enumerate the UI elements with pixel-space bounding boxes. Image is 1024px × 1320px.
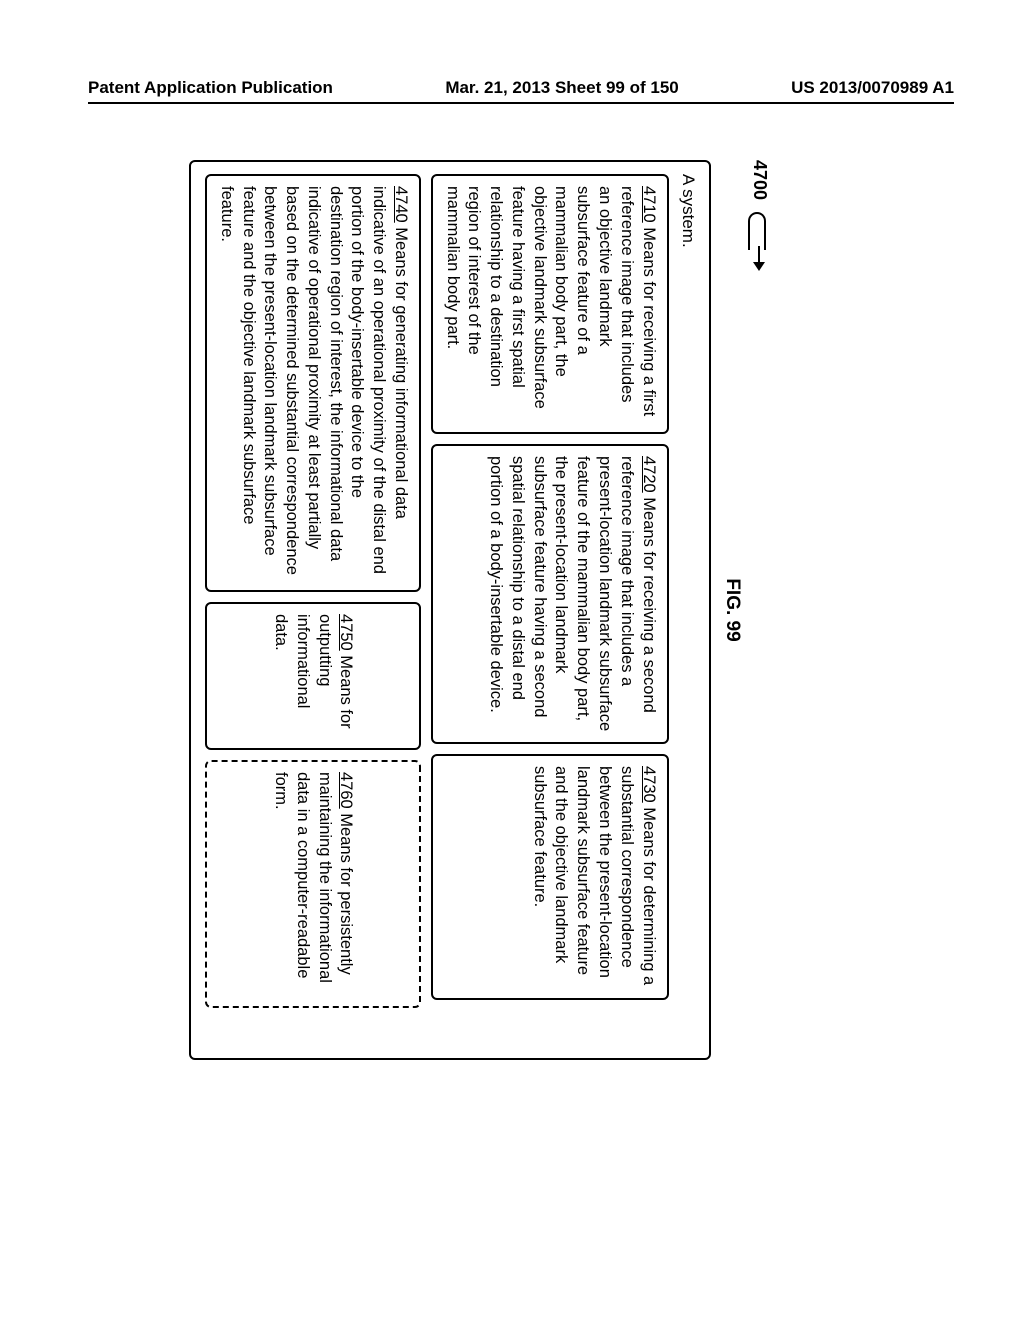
text-4710: Means for receiving a first reference im… <box>444 186 658 416</box>
text-4720: Means for receiving a second reference i… <box>487 456 657 731</box>
system-label: A system. <box>677 174 699 1046</box>
header-right: US 2013/0070989 A1 <box>791 78 954 98</box>
figure-number: 4700 <box>749 160 770 200</box>
system-box: A system. 4710 Means for receiving a fir… <box>189 160 711 1060</box>
figure-rotated-container: 4700 FIG. 99 A system. 4710 Means for re… <box>50 160 770 1060</box>
text-4740: Means for generating informational data … <box>218 186 410 575</box>
figure-title: FIG. 99 <box>721 160 743 1060</box>
header-left: Patent Application Publication <box>88 78 333 98</box>
box-4710: 4710 Means for receiving a first referen… <box>431 174 669 434</box>
figure-number-row: 4700 <box>749 160 770 1060</box>
text-4730: Means for determining a substantial corr… <box>531 766 658 985</box>
ref-4760: 4760 <box>338 772 356 809</box>
page: Patent Application Publication Mar. 21, … <box>0 0 1024 1320</box>
row-1: 4710 Means for receiving a first referen… <box>431 174 669 1046</box>
ref-4720: 4720 <box>640 456 658 493</box>
box-4760: 4760 Means for persistently maintaining … <box>205 760 421 1008</box>
box-4750: 4750 Means for outputting informational … <box>205 602 421 750</box>
box-4740: 4740 Means for generating informational … <box>205 174 421 592</box>
box-4730: 4730 Means for determining a substantial… <box>431 754 669 1000</box>
ref-4730: 4730 <box>640 766 658 803</box>
figure-number-arrow <box>751 212 769 272</box>
row-2: 4740 Means for generating informational … <box>205 174 421 1046</box>
header-center: Mar. 21, 2013 Sheet 99 of 150 <box>445 78 678 98</box>
ref-4710: 4710 <box>640 186 658 223</box>
box-4720: 4720 Means for receiving a second refere… <box>431 444 669 744</box>
page-header: Patent Application Publication Mar. 21, … <box>88 78 954 104</box>
ref-4750: 4750 <box>338 614 356 651</box>
ref-4740: 4740 <box>392 186 410 223</box>
